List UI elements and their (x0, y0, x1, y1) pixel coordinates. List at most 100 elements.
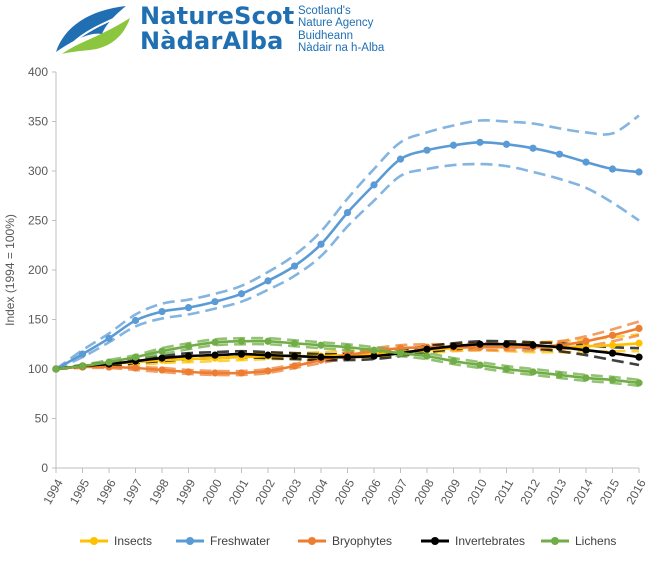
bryophytes-point (635, 324, 643, 333)
freshwater-point (131, 316, 140, 325)
lichens-point (264, 337, 272, 345)
x-tick-label: 2009 (438, 476, 464, 506)
invertebrates-point (343, 353, 352, 361)
lichens-point (343, 343, 352, 351)
y-tick-label: 300 (28, 164, 48, 178)
freshwater-point (78, 350, 87, 358)
lichens-point (635, 379, 643, 387)
freshwater-point (635, 168, 643, 176)
y-axis-ticks: 0 50 100 150 200 250 300 350 400 (28, 65, 48, 475)
invertebrates-point (370, 352, 378, 360)
lichens-legend-label: Lichens (575, 534, 616, 548)
invertebrates-point (555, 343, 564, 351)
leaf-logo-icon (56, 6, 130, 54)
y-tick-label: 0 (41, 461, 48, 475)
x-tick-label: 1999 (173, 476, 199, 506)
lichens-point (105, 358, 113, 366)
x-tick-label: 2008 (411, 476, 437, 506)
bryophytes-point (264, 367, 272, 375)
brand-name-english: NatureScot (140, 2, 295, 30)
naturescot-logo: NatureScot NàdarAlba Scotland's Nature A… (0, 0, 420, 60)
freshwater-legend-label: Freshwater (210, 534, 270, 548)
lichens-point (317, 341, 325, 349)
invertebrates-point (264, 351, 272, 359)
freshwater-point (582, 158, 590, 166)
invertebrates-point (237, 350, 246, 358)
lichens-legend-marker (551, 537, 559, 545)
lichens-point (555, 371, 564, 379)
freshwater-ci-lower-line (55, 162, 640, 371)
chart-axes (52, 71, 640, 473)
lichens-point (211, 338, 219, 346)
freshwater-point (184, 304, 193, 312)
invertebrates-point (290, 352, 299, 360)
freshwater-point (476, 138, 484, 146)
freshwater-point (370, 181, 378, 189)
invertebrates-point (449, 342, 458, 350)
y-tick-label: 150 (28, 313, 48, 327)
y-axis-label: Index (1994 = 100%) (3, 214, 17, 326)
bryophytes-point (184, 368, 193, 376)
x-tick-label: 2002 (252, 476, 278, 506)
lichens-point (476, 361, 484, 369)
bryophytes-point (237, 369, 246, 377)
lichens-point (502, 365, 511, 373)
x-tick-label: 2001 (226, 476, 252, 506)
freshwater-point (608, 165, 617, 173)
lichens-point (423, 352, 431, 360)
invertebrates-point (502, 340, 511, 348)
invertebrates-point (476, 340, 484, 348)
y-tick-label: 50 (35, 412, 49, 426)
bryophytes-point (131, 364, 140, 372)
bryophytes-point (290, 362, 299, 370)
invertebrates-legend-label: Invertebrates (455, 534, 525, 548)
lichens-point (396, 349, 405, 357)
x-tick-label: 2004 (305, 476, 331, 506)
invertebrates-point (158, 354, 166, 362)
invertebrates-point (211, 351, 219, 359)
y-tick-label: 200 (28, 263, 48, 277)
invertebrates-point (582, 346, 590, 354)
y-tick-label: 350 (28, 115, 48, 129)
legend: Insects Freshwater Bryophytes Invertebrates… (80, 534, 616, 548)
bryophytes-point (396, 344, 405, 352)
freshwater-point (317, 240, 325, 248)
lichens-point (529, 368, 537, 376)
invertebrates-point (529, 341, 537, 349)
invertebrates-point (635, 353, 643, 361)
freshwater-legend-marker (186, 537, 194, 545)
freshwater-point (264, 277, 272, 285)
tagline-english-line1: Scotland's (298, 5, 351, 17)
lichens-point (237, 337, 246, 345)
series-points (52, 138, 643, 387)
freshwater-point (529, 144, 537, 152)
insects-legend-label: Insects (114, 534, 152, 548)
freshwater-point (290, 262, 299, 270)
x-tick-label: 2013 (544, 476, 570, 506)
x-tick-label: 1995 (67, 476, 93, 506)
insects-point (608, 341, 617, 349)
lichens-point (184, 342, 193, 350)
insects-point (635, 339, 643, 347)
freshwater-point (158, 307, 166, 316)
invertebrates-point (608, 349, 617, 357)
freshwater-point (423, 146, 431, 154)
freshwater-point (237, 290, 246, 298)
x-tick-label: 2015 (597, 476, 623, 506)
lichens-point (582, 374, 590, 382)
tagline-english-line2: Nature Agency (298, 17, 374, 29)
freshwater-ci-upper-line (55, 114, 640, 371)
lichens-point (449, 357, 458, 365)
y-tick-label: 400 (28, 65, 48, 79)
invertebrates-point (423, 345, 431, 353)
freshwater-point (343, 208, 352, 217)
y-tick-label: 250 (28, 214, 48, 228)
freshwater-point (449, 141, 458, 149)
x-tick-label: 1994 (40, 476, 66, 506)
lichens-point (608, 376, 617, 384)
bryophytes-point (608, 331, 617, 339)
x-axis-ticks: 1994 1995 1996 1997 1998 1999 2000 2001 2002 2003… (40, 476, 649, 506)
x-tick-label: 2011 (491, 476, 516, 506)
freshwater-point (396, 155, 405, 163)
